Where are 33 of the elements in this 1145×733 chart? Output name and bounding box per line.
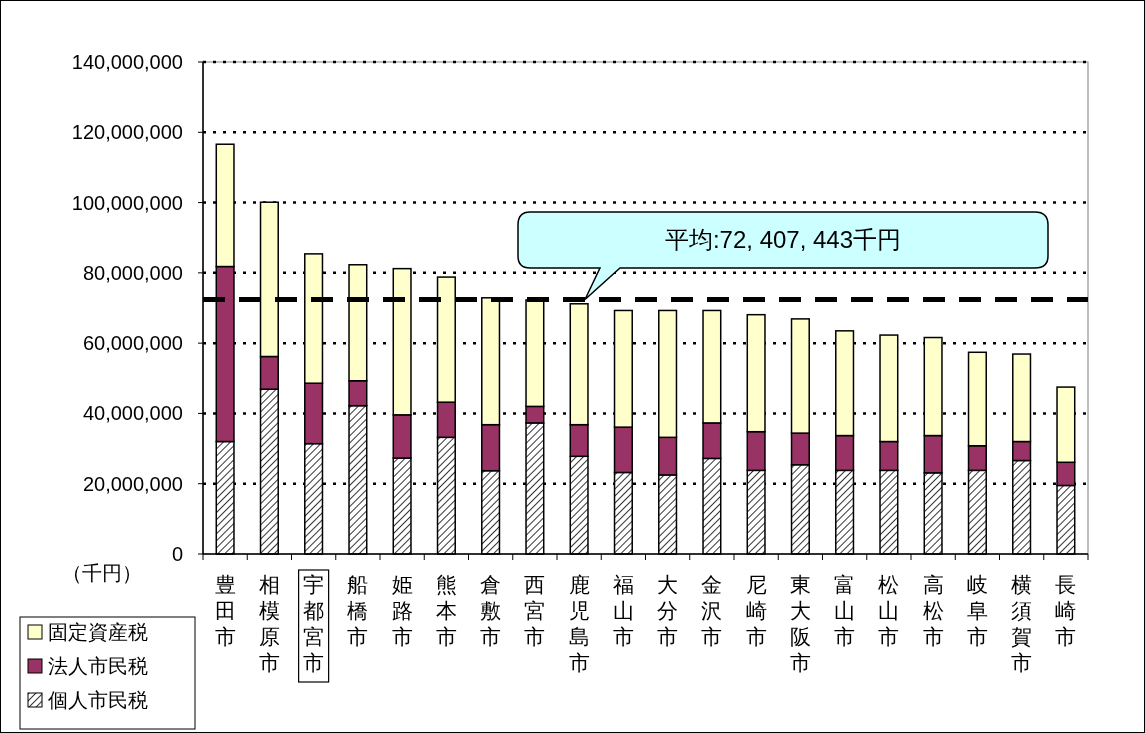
x-tick-label: 熊本市 <box>435 573 457 648</box>
y-tick-label: 100,000,000 <box>71 191 183 214</box>
x-tick-label: 相模原市 <box>258 573 280 674</box>
y-tick-label: 0 <box>171 543 183 565</box>
annotation: 平均:72, 407, 443千円 <box>664 226 902 254</box>
legend-label: 個人市民税 <box>48 689 148 711</box>
x-tick-label: 富山市 <box>834 573 856 648</box>
legend-label: 固定資産税 <box>48 621 148 643</box>
x-tick-label: 船橋市 <box>347 573 369 648</box>
x-tick-label: 姫路市 <box>391 573 413 648</box>
x-tick-label: 長崎市 <box>1055 573 1077 648</box>
y-tick-label: 120,000,000 <box>71 121 183 144</box>
y-tick-label: 80,000,000 <box>82 261 183 284</box>
y-axis-title: （千円） <box>62 562 142 584</box>
x-tick-label: 豊田市 <box>214 573 236 648</box>
x-tick-label: 西宮市 <box>524 573 546 648</box>
y-tick-label: 140,000,000 <box>71 51 183 73</box>
x-tick-label: 岐阜市 <box>966 573 988 648</box>
x-tick-label: 高松市 <box>922 573 944 648</box>
x-tick-label: 東大阪市 <box>789 573 811 674</box>
legend-label: 法人市民税 <box>48 655 148 677</box>
x-tick-label: 横須賀市 <box>1011 573 1033 674</box>
x-tick-label: 松山市 <box>878 573 900 648</box>
x-tick-label: 宇都宮市 <box>303 573 325 674</box>
x-tick-label: 尼崎市 <box>745 573 767 648</box>
y-tick-label: 40,000,000 <box>82 402 183 425</box>
x-tick-label: 大分市 <box>657 573 679 648</box>
x-tick-label: 鹿児島市 <box>568 573 590 674</box>
x-tick-label: 倉敷市 <box>480 573 502 648</box>
y-tick-label: 20,000,000 <box>82 472 183 495</box>
y-tick-label: 60,000,000 <box>82 332 183 355</box>
x-tick-label: 福山市 <box>612 573 634 648</box>
x-tick-label: 金沢市 <box>701 573 723 648</box>
